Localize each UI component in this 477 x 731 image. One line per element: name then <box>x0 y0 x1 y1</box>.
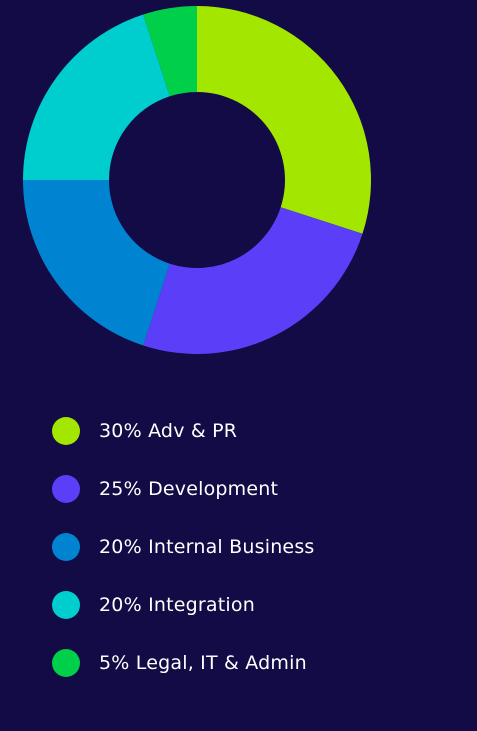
legend-swatch <box>52 475 80 503</box>
donut-slice-2 <box>23 180 170 346</box>
donut-slice-3 <box>23 14 170 180</box>
legend-swatch <box>52 649 80 677</box>
legend-item-internal-business: 20% Internal Business <box>52 518 315 576</box>
legend-item-development: 25% Development <box>52 460 315 518</box>
legend-label: 20% Integration <box>99 594 255 616</box>
legend-item-legal-it-admin: 5% Legal, IT & Admin <box>52 634 315 692</box>
chart-legend: 30% Adv & PR 25% Development 20% Interna… <box>52 402 315 692</box>
donut-slice-4 <box>143 6 197 97</box>
legend-swatch <box>52 591 80 619</box>
donut-slice-0 <box>197 6 371 234</box>
legend-item-integration: 20% Integration <box>52 576 315 634</box>
legend-label: 20% Internal Business <box>99 536 315 558</box>
legend-label: 30% Adv & PR <box>99 420 238 442</box>
legend-item-adv-pr: 30% Adv & PR <box>52 402 315 460</box>
legend-swatch <box>52 417 80 445</box>
donut-chart <box>23 6 371 354</box>
legend-label: 25% Development <box>99 478 279 500</box>
legend-label: 5% Legal, IT & Admin <box>99 652 307 674</box>
donut-slice-1 <box>143 207 363 354</box>
legend-swatch <box>52 533 80 561</box>
